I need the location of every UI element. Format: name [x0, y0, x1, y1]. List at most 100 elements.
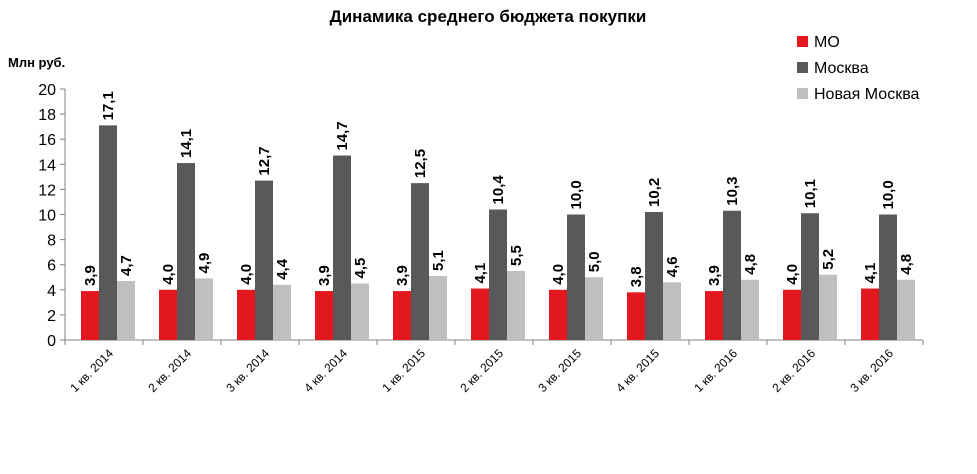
bar-3-8	[663, 282, 681, 340]
bar-1-3	[237, 289, 255, 340]
bar-2-3	[255, 180, 273, 340]
bars	[81, 125, 915, 341]
bar-2-2	[177, 163, 195, 340]
bar-1-7	[549, 289, 567, 340]
data-label-2-6: 10,4	[490, 175, 507, 205]
data-label-3-5: 5,1	[430, 250, 447, 271]
bar-2-9	[723, 210, 741, 340]
data-label-1-3: 4,0	[238, 264, 255, 285]
y-tick-label-6: 6	[47, 258, 56, 275]
data-label-3-11: 4,8	[898, 254, 915, 275]
bar-1-2	[159, 289, 177, 340]
data-label-2-3: 12,7	[256, 146, 273, 175]
bar-3-10	[819, 274, 837, 340]
data-label-1-1: 3,9	[82, 265, 99, 286]
y-tick-label-8: 8	[47, 233, 56, 250]
data-label-1-4: 3,9	[316, 265, 333, 286]
data-label-1-8: 3,8	[628, 266, 645, 287]
x-tick-label-8: 4 кв. 2015	[613, 346, 662, 395]
x-tick-label-1: 1 кв. 2014	[67, 346, 116, 395]
bar-2-1	[99, 125, 117, 341]
data-label-2-9: 10,3	[724, 177, 741, 206]
bar-2-7	[567, 214, 585, 340]
y-tick-label-4: 4	[47, 283, 56, 300]
bar-3-7	[585, 277, 603, 340]
data-label-1-7: 4,0	[550, 264, 567, 285]
bar-2-11	[879, 214, 897, 340]
data-label-1-9: 3,9	[706, 265, 723, 286]
legend-label-2: Москва	[814, 60, 869, 77]
chart-title: Динамика среднего бюджета покупки	[330, 7, 647, 26]
y-tick-label-10: 10	[38, 208, 56, 225]
y-axis-label: Млн руб.	[8, 55, 65, 70]
bar-1-1	[81, 291, 99, 340]
y-tick-label-12: 12	[38, 182, 56, 199]
data-label-3-3: 4,4	[274, 258, 291, 280]
bar-3-6	[507, 270, 525, 340]
bar-3-3	[273, 284, 291, 340]
x-tick-label-4: 4 кв. 2014	[301, 346, 350, 395]
x-tick-labels: 1 кв. 2014 2 кв. 2014 3 кв. 2014 4 кв. 2014…	[67, 346, 896, 395]
bar-1-8	[627, 292, 645, 340]
x-tick-label-11: 3 кв. 2016	[847, 346, 896, 395]
data-label-3-9: 4,8	[742, 254, 759, 275]
data-label-3-7: 5,0	[586, 251, 603, 272]
y-tick-label-2: 2	[47, 308, 56, 325]
data-label-1-6: 4,1	[472, 263, 489, 284]
data-label-3-1: 4,7	[118, 255, 135, 276]
data-label-1-11: 4,1	[862, 263, 879, 284]
y-tick-label-14: 14	[38, 157, 56, 174]
bar-1-5	[393, 291, 411, 340]
x-tick-label-10: 2 кв. 2016	[769, 346, 818, 395]
data-label-3-10: 5,2	[820, 249, 837, 270]
data-label-1-10: 4,0	[784, 264, 801, 285]
data-label-3-4: 4,5	[352, 258, 369, 279]
y-tick-label-20: 20	[38, 82, 56, 99]
legend: МО Москва Новая Москва	[797, 34, 920, 103]
x-tick-label-7: 3 кв. 2015	[535, 346, 584, 395]
bar-1-6	[471, 288, 489, 340]
data-label-2-2: 14,1	[178, 129, 195, 158]
data-labels: 3,9 17,1 4,7 4,0 14,1 4,9 4,0 12,7 4,4 3,9 14,7 4,5…	[82, 91, 915, 287]
bar-3-4	[351, 283, 369, 340]
bar-2-5	[411, 183, 429, 340]
data-label-3-8: 4,6	[664, 256, 681, 277]
legend-swatch-1	[797, 36, 808, 47]
y-tick-label-18: 18	[38, 107, 56, 124]
bar-1-4	[315, 291, 333, 340]
data-label-2-8: 10,2	[646, 178, 663, 207]
y-tick-label-16: 16	[38, 132, 56, 149]
data-label-1-5: 3,9	[394, 265, 411, 286]
x-tick-label-5: 1 кв. 2015	[379, 346, 428, 395]
bar-2-4	[333, 155, 351, 340]
data-label-3-6: 5,5	[508, 245, 525, 266]
bar-3-2	[195, 278, 213, 340]
data-label-2-10: 10,1	[802, 179, 819, 208]
data-label-2-4: 14,7	[334, 121, 351, 150]
data-label-3-2: 4,9	[196, 253, 213, 274]
x-tick-label-3: 3 кв. 2014	[223, 346, 272, 395]
bar-3-9	[741, 279, 759, 340]
bar-1-9	[705, 291, 723, 340]
bar-3-5	[429, 275, 447, 340]
x-tick-label-2: 2 кв. 2014	[145, 346, 194, 395]
legend-swatch-3	[797, 88, 808, 99]
bar-2-10	[801, 213, 819, 340]
legend-label-3: Новая Москва	[814, 86, 920, 103]
x-tick-label-6: 2 кв. 2015	[457, 346, 506, 395]
data-label-1-2: 4,0	[160, 264, 177, 285]
x-tick-label-9: 1 кв. 2016	[691, 346, 740, 395]
legend-swatch-2	[797, 62, 808, 73]
legend-label-1: МО	[814, 34, 840, 51]
data-label-2-1: 17,1	[100, 91, 117, 120]
bar-2-6	[489, 209, 507, 340]
data-label-2-7: 10,0	[568, 180, 585, 209]
data-label-2-11: 10,0	[880, 180, 897, 209]
bar-3-11	[897, 279, 915, 340]
y-tick-label-0: 0	[47, 333, 56, 350]
bar-3-1	[117, 281, 135, 340]
bar-1-11	[861, 288, 879, 340]
bar-1-10	[783, 289, 801, 340]
bar-2-8	[645, 211, 663, 340]
